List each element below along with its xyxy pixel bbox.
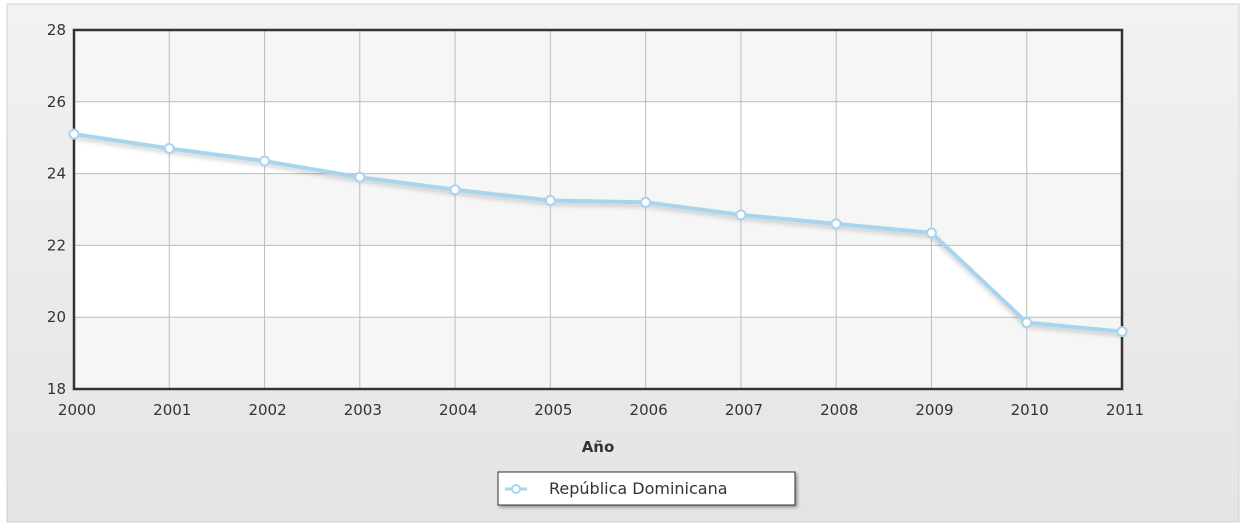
data-point[interactable]: [830, 218, 842, 230]
legend[interactable]: República Dominicana: [497, 471, 796, 506]
x-tick-label: 2011: [1106, 401, 1144, 419]
data-point[interactable]: [259, 155, 271, 167]
x-tick-label: 2001: [153, 401, 191, 419]
data-point[interactable]: [449, 184, 461, 196]
data-point[interactable]: [68, 128, 80, 140]
x-tick-label: 2010: [1011, 401, 1049, 419]
x-tick-label: 2006: [630, 401, 668, 419]
data-point[interactable]: [1021, 317, 1033, 329]
plot-band: [74, 30, 1122, 102]
series-line: [72, 132, 1124, 334]
y-tick-label: 24: [47, 165, 66, 183]
plot-band: [74, 173, 1122, 246]
legend-label: República Dominicana: [549, 479, 728, 498]
plot-area-frame: [72, 28, 1124, 391]
data-point[interactable]: [1116, 326, 1128, 338]
plot-band: [74, 245, 1122, 318]
data-point[interactable]: [544, 195, 556, 207]
legend-box: [497, 471, 796, 506]
plot-bands: [74, 30, 1122, 389]
x-tick-label: 2009: [915, 401, 953, 419]
data-point[interactable]: [354, 171, 366, 183]
data-point[interactable]: [163, 142, 175, 154]
x-tick-label: 2003: [344, 401, 382, 419]
x-axis-title: Año: [582, 438, 615, 456]
x-tick-label: 2004: [439, 401, 477, 419]
x-tick-label: 2005: [534, 401, 572, 419]
data-point[interactable]: [640, 196, 652, 208]
y-axis-tick-labels: 18 20 22 24 26 28: [47, 21, 66, 398]
x-tick-label: 2008: [820, 401, 858, 419]
y-tick-label: 26: [47, 93, 66, 111]
x-tick-label: 2000: [58, 401, 96, 419]
data-point[interactable]: [925, 227, 937, 239]
legend-marker-icon: [511, 484, 521, 494]
data-point[interactable]: [735, 209, 747, 221]
plot-band: [74, 317, 1122, 389]
x-axis-tick-labels: 2000 2001 2002 2003 2004 2005 2006 2007 2008 2009…: [58, 401, 1144, 419]
series-layer: [68, 128, 1128, 338]
x-tick-label: 2002: [248, 401, 286, 419]
x-tick-label: 2007: [725, 401, 763, 419]
y-tick-label: 20: [47, 308, 66, 326]
y-tick-label: 18: [47, 380, 66, 398]
plot-band: [74, 101, 1122, 174]
y-tick-label: 28: [47, 21, 66, 39]
y-tick-label: 22: [47, 236, 66, 254]
